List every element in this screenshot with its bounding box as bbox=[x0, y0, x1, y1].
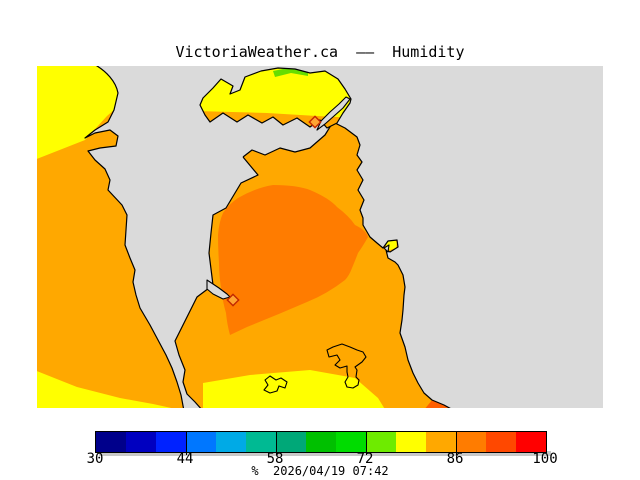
color-scale-segment bbox=[186, 432, 216, 452]
color-scale-segment bbox=[246, 432, 276, 452]
color-scale-segment bbox=[456, 432, 486, 452]
timestamp-line: % 2026/04/19 07:42 bbox=[0, 464, 640, 478]
humidity-band-yellow-south bbox=[203, 370, 386, 408]
color-scale-tick bbox=[186, 431, 187, 455]
color-scale-segment bbox=[216, 432, 246, 452]
unit-label: % bbox=[251, 464, 259, 478]
coastline-west bbox=[84, 66, 185, 408]
color-scale-label: 72 bbox=[356, 451, 374, 467]
color-scale-labels: 30 44 58 72 86 100 bbox=[87, 451, 558, 467]
land-west bbox=[37, 66, 185, 408]
color-scale-segment bbox=[306, 432, 336, 452]
color-scale-segment bbox=[276, 432, 306, 452]
color-scale-segment bbox=[126, 432, 156, 452]
color-scale-tick bbox=[456, 431, 457, 455]
color-scale-label: 100 bbox=[532, 451, 558, 467]
color-scale-segment bbox=[396, 432, 426, 452]
tod-inlet-water bbox=[206, 279, 231, 300]
elk-lake-outline bbox=[326, 343, 367, 389]
coastline-peninsula bbox=[174, 121, 451, 408]
color-scale-segment bbox=[516, 432, 546, 452]
color-scale-segment bbox=[156, 432, 186, 452]
color-scale-segment bbox=[336, 432, 366, 452]
humidity-band-yellow-nw bbox=[37, 66, 132, 160]
map-time: 07:42 bbox=[352, 464, 389, 478]
land-saanich-peninsula bbox=[174, 121, 455, 408]
color-scale-label: 86 bbox=[446, 451, 464, 467]
map-title: VictoriaWeather.ca —— Humidity bbox=[175, 43, 465, 61]
colorbar-shadow bbox=[99, 451, 551, 456]
humidity-band-yellow-sw bbox=[37, 370, 184, 408]
tsehum-channel-water bbox=[316, 96, 351, 131]
color-scale-segment bbox=[486, 432, 516, 452]
color-scale-tick bbox=[366, 431, 367, 455]
color-scale-label: 30 bbox=[86, 451, 104, 467]
color-scale-segment bbox=[366, 432, 396, 452]
station-markers bbox=[226, 115, 322, 307]
color-scale-label: 58 bbox=[266, 451, 284, 467]
color-scale-segment bbox=[426, 432, 456, 452]
coastline-island bbox=[199, 67, 352, 129]
weather-station-marker bbox=[226, 293, 240, 307]
humidity-band-red-tip bbox=[423, 399, 455, 408]
prospect-lake-outline bbox=[263, 375, 288, 394]
map-date: 2026/04/19 bbox=[273, 464, 346, 478]
cape-notch-water bbox=[383, 244, 390, 253]
humidity-band-dark-orange-blob bbox=[218, 185, 368, 335]
color-scale-tick bbox=[276, 431, 277, 455]
weather-station-marker bbox=[308, 115, 322, 129]
color-scale-label: 44 bbox=[176, 451, 194, 467]
weather-map bbox=[37, 66, 603, 408]
color-scale-segment bbox=[96, 432, 126, 452]
humidity-color-scale bbox=[95, 431, 547, 455]
